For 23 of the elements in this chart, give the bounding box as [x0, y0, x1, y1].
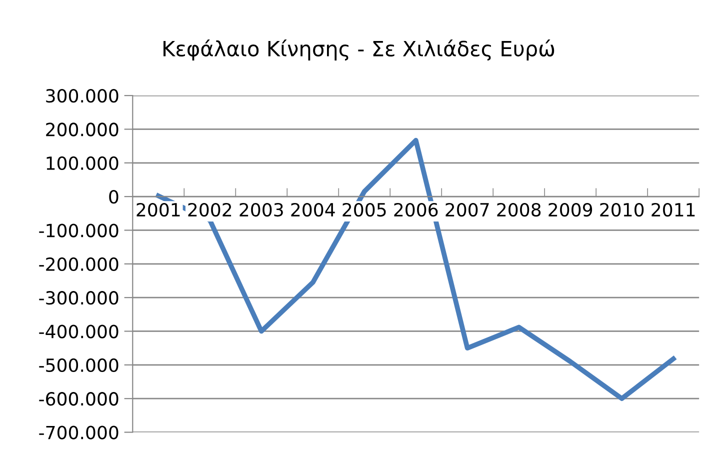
- x-tick-label: 2004: [291, 202, 335, 217]
- y-tick-label: 0: [109, 190, 118, 204]
- y-tick-label: 100.000: [46, 156, 118, 170]
- y-tick-label: -100.000: [39, 224, 118, 238]
- x-tick-label: 2005: [342, 202, 386, 217]
- x-tick-label: 2006: [394, 202, 438, 217]
- x-tick-label: 2010: [600, 202, 644, 217]
- x-tick-label: 2008: [497, 202, 541, 217]
- y-tick-label: 300.000: [46, 89, 118, 103]
- x-tick-label: 2001: [136, 202, 180, 217]
- x-tick-label: 2011: [652, 202, 695, 217]
- x-tick-label: 2007: [446, 202, 489, 217]
- x-tick-label: 2003: [240, 202, 283, 217]
- y-tick-label: 200.000: [46, 122, 118, 136]
- y-tick-label: -600.000: [39, 392, 118, 406]
- x-tick-label: 2002: [188, 202, 232, 217]
- x-tick-label: 2009: [548, 202, 592, 217]
- y-tick-label: -200.000: [39, 257, 118, 272]
- y-tick-label: -400.000: [39, 324, 118, 338]
- y-tick-label: -700.000: [39, 426, 118, 440]
- y-tick-label: -500.000: [39, 358, 118, 372]
- y-tick-label: -300.000: [39, 291, 118, 305]
- chart-title: Κεφάλαιο Κίνησης - Σε Χιλιάδες Ευρώ: [164, 40, 554, 61]
